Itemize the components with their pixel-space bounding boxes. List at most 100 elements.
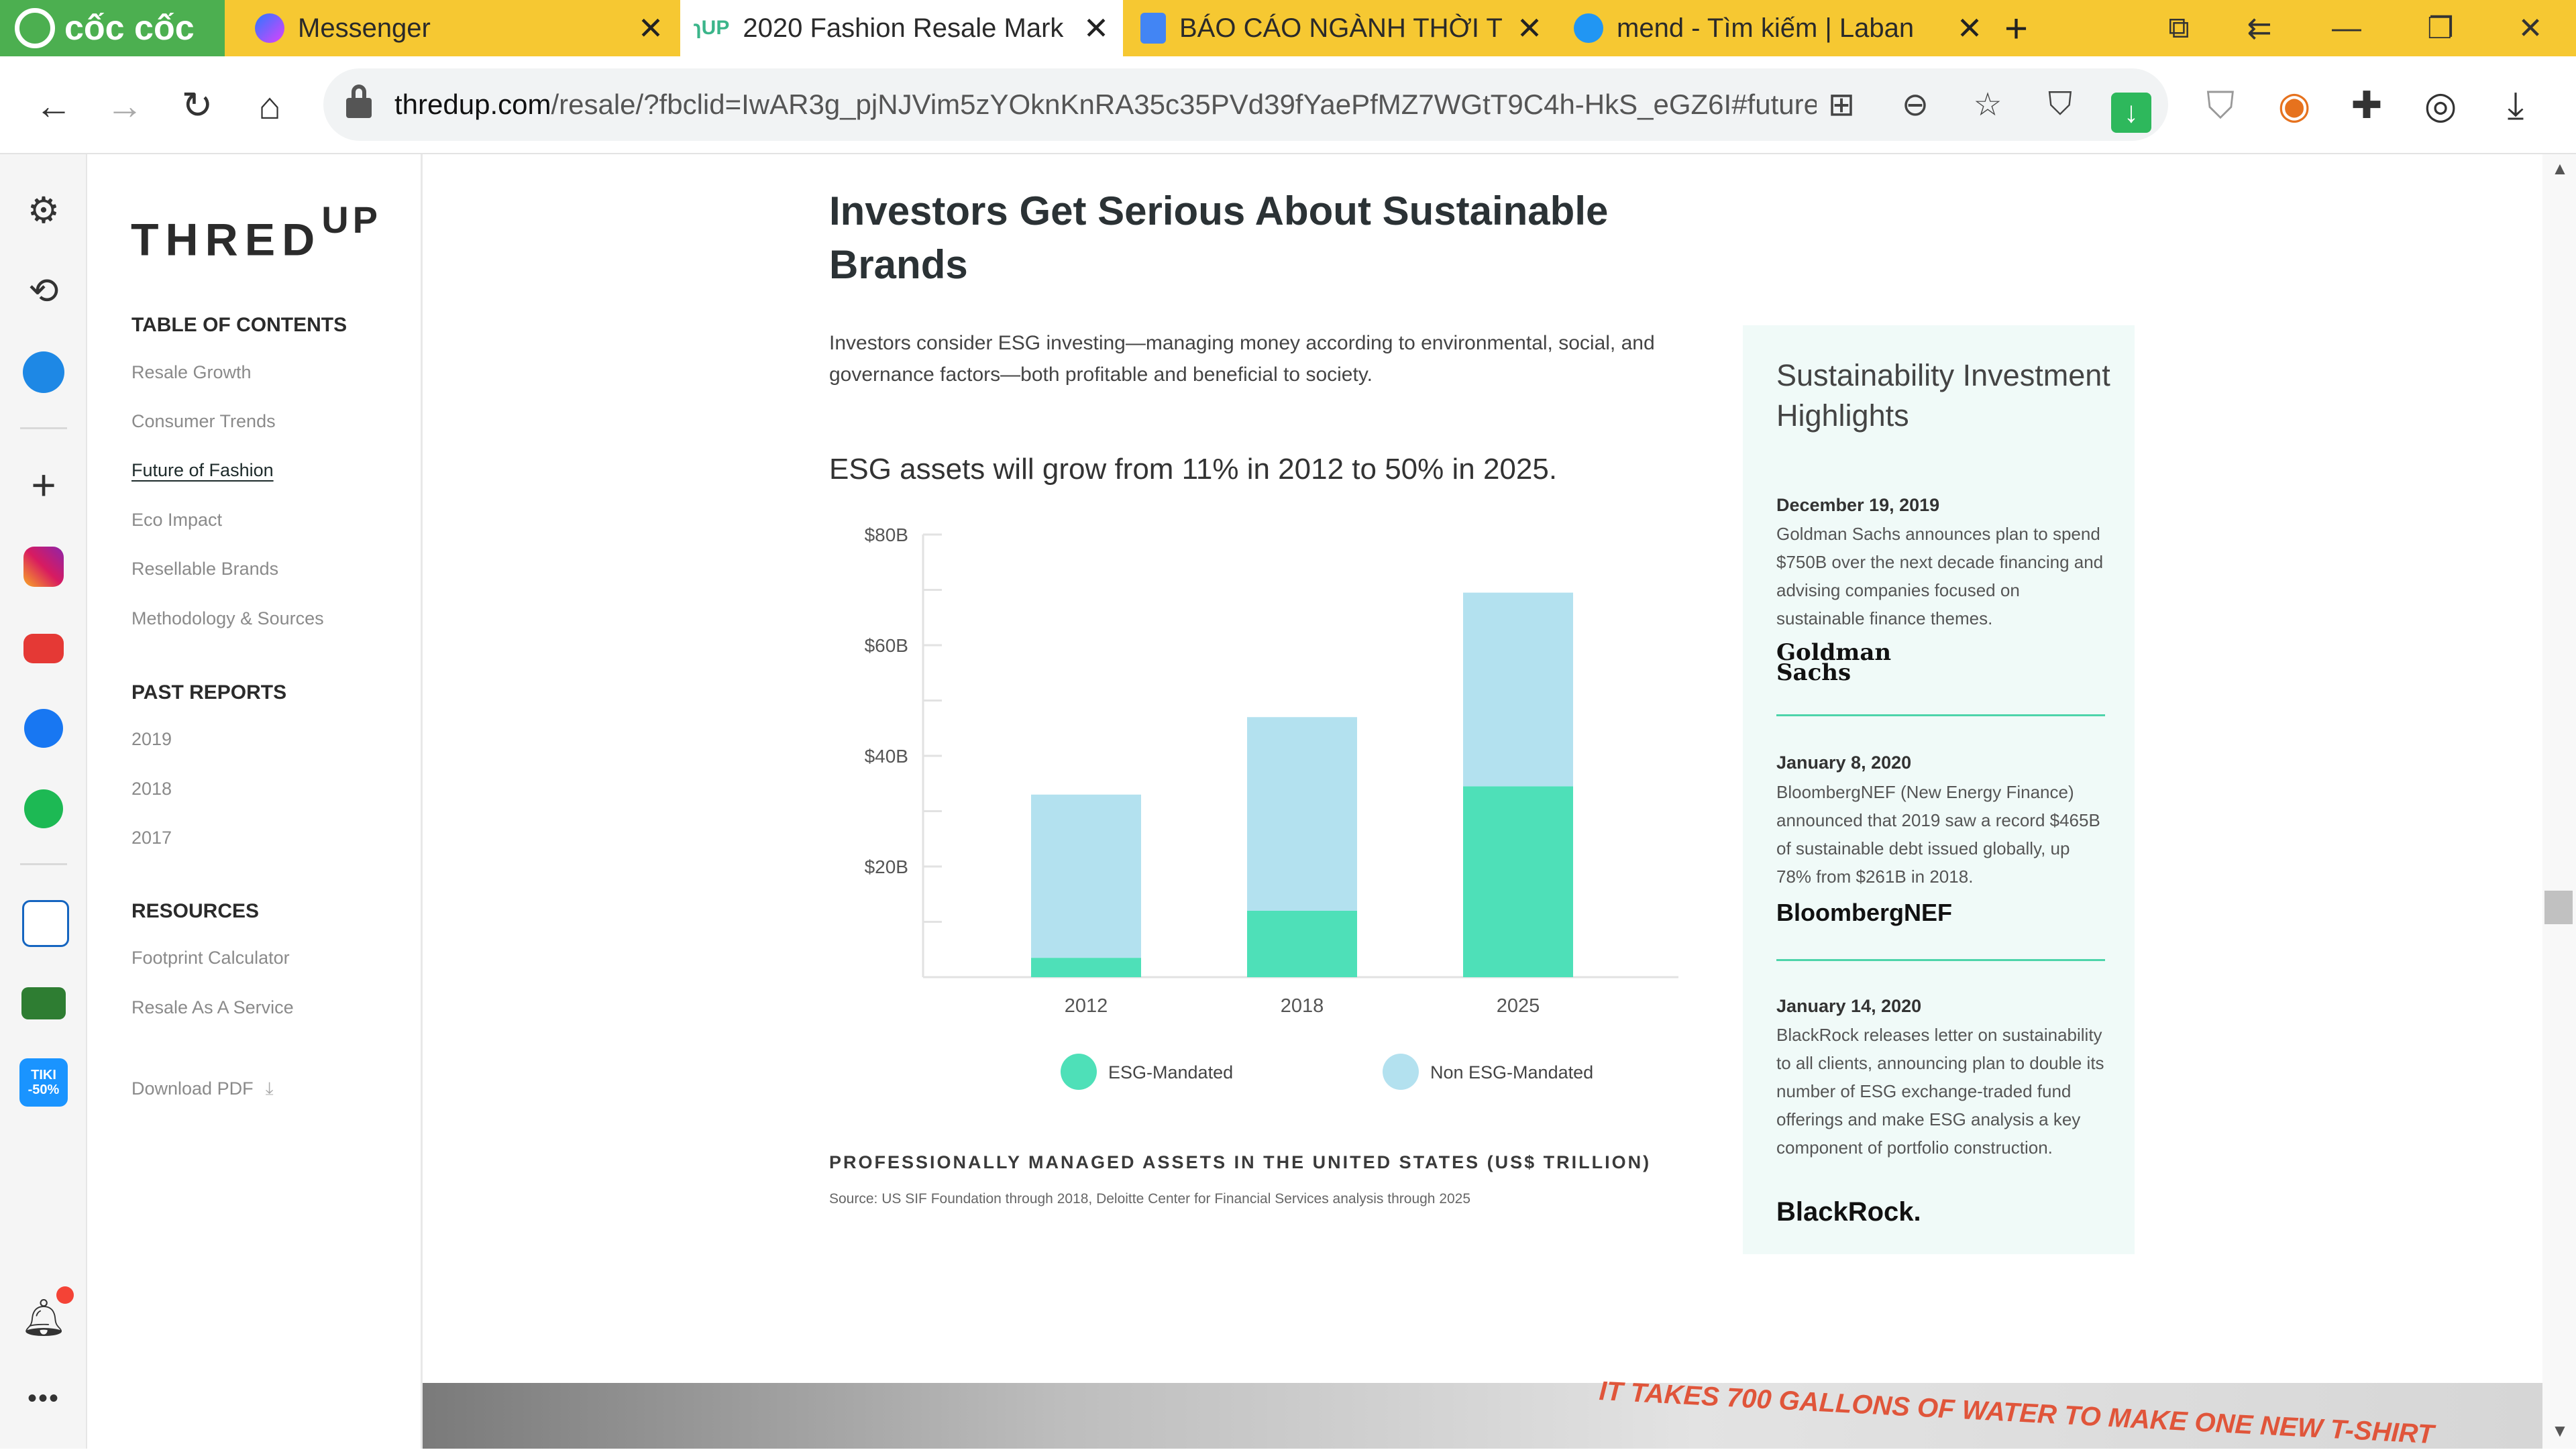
close-tab-icon[interactable]: ✕ — [1083, 11, 1110, 46]
history-icon[interactable]: ⟲ — [28, 270, 59, 311]
downloads-icon[interactable]: ⤓ — [2507, 83, 2524, 126]
chart-heading: ESG assets will grow from 11% in 2012 to… — [829, 453, 1558, 486]
y-tick-label: $60B — [865, 635, 908, 656]
back-arrow-icon[interactable]: ← — [35, 84, 72, 127]
brand-sup: UP — [321, 199, 382, 241]
spotify-icon[interactable] — [24, 789, 63, 828]
tab-title: BÁO CÁO NGÀNH THỜI T — [1179, 13, 1503, 43]
instagram-icon[interactable] — [23, 547, 64, 587]
toc-item-future-of-fashion[interactable]: Future of Fashion — [131, 460, 274, 480]
more-options-icon[interactable]: ••• — [27, 1383, 60, 1413]
highlight-text: BlackRock releases letter on sustainabil… — [1776, 1025, 2104, 1158]
facebook-icon[interactable] — [24, 709, 63, 748]
goldman-sachs-logo: Goldman Sachs — [1776, 639, 1892, 686]
url-text[interactable]: thredup.com/resale/?fbclid=IwAR3g_pjNJVi… — [394, 68, 1817, 141]
highlight-date: January 8, 2020 — [1776, 752, 1912, 773]
url-host: thredup.com — [394, 89, 551, 120]
toc-item-resale-growth[interactable]: Resale Growth — [131, 362, 252, 382]
home-icon[interactable]: ⌂ — [258, 84, 281, 127]
education-icon[interactable] — [21, 987, 66, 1019]
bar-2012-esg-mandated — [1031, 958, 1141, 977]
add-shortcut-icon[interactable]: + — [31, 461, 56, 509]
messenger-icon[interactable] — [23, 351, 64, 393]
toc-item-eco-impact[interactable]: Eco Impact — [131, 510, 223, 530]
minimize-button[interactable]: — — [2332, 11, 2361, 44]
toc-item-resellable-brands[interactable]: Resellable Brands — [131, 559, 279, 579]
shield-icon[interactable]: ⛉ — [2047, 87, 2072, 122]
close-tab-icon[interactable]: ✕ — [1956, 11, 1983, 46]
download-pdf-link[interactable]: Download PDF ⤓ — [131, 1078, 274, 1100]
address-bar[interactable] — [323, 68, 2168, 141]
highlight-date: December 19, 2019 — [1776, 495, 1940, 515]
lock-body-icon — [346, 98, 372, 118]
vtv-go-icon[interactable] — [22, 900, 69, 947]
scroll-up-arrow-icon[interactable]: ▲ — [2551, 158, 2569, 178]
download-pdf-label: Download PDF — [131, 1078, 254, 1099]
toc-item-consumer-trends[interactable]: Consumer Trends — [131, 411, 276, 431]
account-icon[interactable]: ◎ — [2424, 84, 2457, 126]
resource-footprint-calculator[interactable]: Footprint Calculator — [131, 948, 290, 968]
tab-docs[interactable]: BÁO CÁO NGÀNH THỜI T ✕ — [1127, 0, 1556, 56]
thredup-logo[interactable]: THREDUP — [131, 199, 382, 266]
screen-capture-icon[interactable]: ⧉ — [2168, 11, 2190, 44]
notification-badge — [56, 1286, 74, 1304]
resource-resale-as-a-service[interactable]: Resale As A Service — [131, 997, 294, 1017]
close-tab-icon[interactable]: ✕ — [637, 11, 664, 46]
tiki-icon[interactable]: TIKI -50% — [19, 1058, 68, 1107]
x-tick-label: 2012 — [1065, 995, 1108, 1017]
rail-divider — [20, 427, 67, 429]
tab-title: 2020 Fashion Resale Mark — [743, 13, 1064, 43]
bar-2018-non-esg-mandated — [1247, 717, 1357, 911]
scrollbar-thumb[interactable] — [2544, 891, 2573, 924]
download-video-icon[interactable]: ↓ — [2101, 68, 2161, 141]
page-scrollbar[interactable] — [2542, 154, 2576, 1449]
tab-messenger[interactable]: Messenger ✕ — [241, 0, 678, 56]
settings-gear-icon[interactable]: ⚙ — [27, 190, 60, 231]
tab-title: Messenger — [298, 13, 431, 43]
past-report-2017[interactable]: 2017 — [131, 828, 172, 848]
legend-swatch — [1383, 1054, 1419, 1090]
forward-arrow-icon[interactable]: → — [106, 84, 144, 127]
y-tick-label: $20B — [865, 856, 908, 877]
coccoc-logo-icon — [15, 8, 55, 48]
new-tab-button[interactable]: + — [2004, 5, 2029, 51]
adblock-shield-icon[interactable]: ⛉ — [2206, 83, 2235, 126]
lock-icon — [352, 85, 366, 102]
bar-2025-esg-mandated — [1463, 786, 1573, 977]
browser-logo-text: cốc cốc — [64, 9, 195, 48]
youtube-icon[interactable] — [23, 634, 64, 663]
messenger-icon — [255, 13, 284, 43]
past-report-2019[interactable]: 2019 — [131, 729, 172, 749]
bookmark-star-icon[interactable]: ☆ — [1973, 87, 2002, 123]
browser-logo[interactable]: cốc cốc — [0, 0, 225, 56]
close-window-button[interactable]: ✕ — [2518, 11, 2543, 45]
notifications-bell-icon[interactable]: 🔔︎ — [20, 1297, 67, 1338]
legend-label: Non ESG-Mandated — [1430, 1062, 1593, 1082]
scroll-down-arrow-icon[interactable]: ▼ — [2551, 1420, 2569, 1441]
close-tab-icon[interactable]: ✕ — [1516, 11, 1543, 46]
chart-footer-label: PROFESSIONALLY MANAGED ASSETS IN THE UNI… — [829, 1152, 1652, 1172]
zoom-out-icon[interactable]: ⊖ — [1901, 87, 1929, 123]
highlight-text: Goldman Sachs announces plan to spend $7… — [1776, 524, 2104, 628]
x-tick-label: 2018 — [1281, 995, 1324, 1017]
back-tabs-icon[interactable]: ⇇ — [2247, 11, 2272, 45]
coccoc-extension-icon[interactable]: ◉ — [2277, 84, 2311, 126]
toc-item-methodology[interactable]: Methodology & Sources — [131, 608, 324, 628]
rail-divider — [20, 863, 67, 865]
extensions-puzzle-icon[interactable]: ✚ — [2351, 84, 2383, 126]
highlight-divider — [1776, 714, 2105, 716]
translate-icon[interactable]: ⊞ — [1827, 87, 1856, 123]
esg-assets-chart: $20B $40B $60B $80B 2012 2018 2025 ESG-Mandate… — [865, 524, 1678, 1090]
tab-thredup[interactable]: ɿUP 2020 Fashion Resale Mark ✕ — [680, 0, 1123, 56]
y-tick-label: $80B — [865, 524, 908, 545]
reload-icon[interactable]: ↻ — [181, 84, 213, 126]
chart-legend: ESG-Mandated Non ESG-Mandated — [1061, 1054, 1593, 1090]
tab-laban[interactable]: mend - Tìm kiếm | Laban ✕ — [1560, 0, 1996, 56]
thredup-icon: ɿUP — [694, 17, 730, 39]
highlight-divider — [1776, 959, 2105, 961]
restore-button[interactable]: ❐ — [2427, 11, 2454, 45]
next-section-banner — [423, 1383, 2542, 1449]
url-path: /resale/?fbclid=IwAR3g_pjNJVim5zYOknKnRA… — [551, 89, 1817, 120]
past-report-2018[interactable]: 2018 — [131, 779, 172, 799]
resources-heading: RESOURCES — [131, 900, 260, 922]
